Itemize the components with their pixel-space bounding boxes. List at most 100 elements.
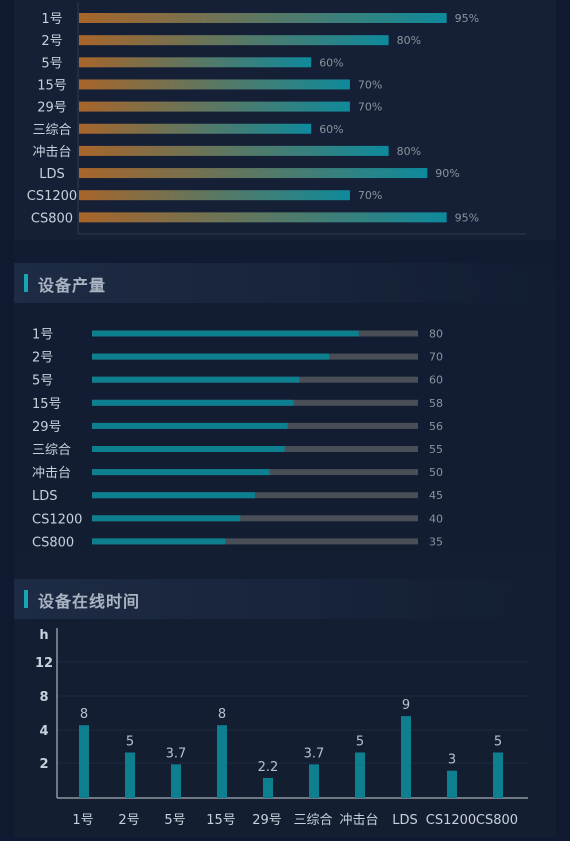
left-border bbox=[0, 0, 14, 837]
online-bar bbox=[217, 725, 227, 798]
value-label: 80 bbox=[429, 328, 443, 341]
utilization-bar bbox=[79, 123, 312, 134]
utilization-bar bbox=[79, 13, 447, 23]
category-label: 15号 bbox=[37, 78, 67, 93]
category-label: 29号 bbox=[37, 101, 67, 116]
value-label: 58 bbox=[429, 397, 443, 410]
data-label: 2.2 bbox=[258, 760, 279, 775]
x-tick-label: 15号 bbox=[206, 813, 236, 828]
output-bar bbox=[92, 353, 330, 360]
utilization-bar bbox=[79, 190, 350, 201]
x-tick-label: 5号 bbox=[164, 813, 185, 828]
section-header-online: 设备在线时间 bbox=[14, 579, 556, 619]
section-header-output: 设备产量 bbox=[14, 263, 556, 303]
data-label: 5 bbox=[126, 735, 134, 750]
value-label: 35 bbox=[429, 535, 443, 548]
output-bar bbox=[92, 399, 294, 406]
x-tick-label: CS1200 bbox=[426, 813, 476, 828]
output-bar bbox=[92, 469, 270, 476]
category-label: 29号 bbox=[32, 420, 62, 435]
bar-track bbox=[92, 538, 418, 545]
category-label: LDS bbox=[32, 489, 58, 504]
output-panel: 1号 80 2号 70 5号 60 15号 58 29号 56 三综合 55 冲击台 50 LDS 45 CS1… bbox=[14, 316, 556, 556]
online-bar bbox=[125, 752, 135, 798]
data-label: 3.7 bbox=[166, 746, 187, 761]
value-label: 95% bbox=[455, 211, 479, 224]
online-time-chart: h 2 4 8 12 8 1号 5 2号 3.7 5号 8 15号 2.2 29号 3.7 三综合 5 冲击台 9… bbox=[35, 628, 528, 828]
category-label: CS800 bbox=[31, 211, 73, 226]
value-label: 80% bbox=[397, 145, 421, 158]
value-label: 60 bbox=[429, 374, 443, 387]
category-label: 1号 bbox=[41, 12, 62, 27]
section-accent bbox=[24, 274, 28, 292]
y-tick-label: 4 bbox=[39, 724, 48, 739]
right-border bbox=[556, 0, 570, 837]
category-label: 三综合 bbox=[32, 123, 71, 138]
data-label: 8 bbox=[80, 707, 88, 722]
x-tick-label: LDS bbox=[392, 813, 418, 828]
online-bar bbox=[171, 764, 181, 798]
output-bar bbox=[92, 538, 226, 545]
online-panel: h 2 4 8 12 8 1号 5 2号 3.7 5号 8 15号 2.2 29号 3.7 三综合 5 冲击台 9… bbox=[14, 622, 556, 837]
x-tick-label: 冲击台 bbox=[339, 813, 378, 828]
value-label: 55 bbox=[429, 443, 443, 456]
category-label: 15号 bbox=[32, 397, 62, 412]
online-bar bbox=[493, 752, 503, 798]
online-bar bbox=[401, 716, 411, 798]
category-label: CS1200 bbox=[27, 189, 77, 204]
section-title-output: 设备产量 bbox=[38, 276, 107, 295]
utilization-bar bbox=[79, 35, 389, 46]
category-label: 冲击台 bbox=[32, 466, 71, 481]
value-label: 70% bbox=[358, 78, 382, 91]
value-label: 80% bbox=[397, 34, 421, 47]
category-label: LDS bbox=[39, 167, 65, 182]
bar-track bbox=[92, 515, 418, 522]
data-label: 9 bbox=[402, 698, 410, 713]
category-label: CS800 bbox=[32, 535, 74, 550]
y-tick-label: 12 bbox=[35, 656, 53, 671]
category-label: 5号 bbox=[32, 374, 53, 389]
value-label: 50 bbox=[429, 466, 443, 479]
category-label: 三综合 bbox=[32, 443, 71, 458]
value-label: 70 bbox=[429, 351, 443, 364]
utilization-bar bbox=[79, 212, 447, 223]
section-accent bbox=[24, 590, 28, 608]
utilization-bar bbox=[79, 145, 389, 156]
value-label: 90% bbox=[435, 167, 459, 180]
value-label: 56 bbox=[429, 420, 443, 433]
data-label: 3.7 bbox=[304, 746, 325, 761]
online-bar bbox=[447, 770, 457, 798]
value-label: 40 bbox=[429, 512, 443, 525]
online-bar bbox=[263, 777, 273, 798]
category-label: 冲击台 bbox=[32, 145, 71, 160]
output-bar bbox=[92, 515, 241, 522]
utilization-bar bbox=[79, 101, 350, 112]
x-tick-label: CS800 bbox=[476, 813, 518, 828]
section-title-online: 设备在线时间 bbox=[38, 592, 141, 611]
data-label: 5 bbox=[356, 735, 364, 750]
online-bar bbox=[79, 725, 89, 798]
category-label: 5号 bbox=[41, 56, 62, 71]
output-bar bbox=[92, 492, 255, 499]
output-bar bbox=[92, 446, 285, 452]
utilization-bar bbox=[79, 168, 428, 179]
y-tick-label: 8 bbox=[39, 690, 48, 705]
category-label: 1号 bbox=[32, 328, 53, 343]
output-chart: 1号 80 2号 70 5号 60 15号 58 29号 56 三综合 55 冲击台 50 LDS 45 CS1… bbox=[32, 328, 443, 551]
x-tick-label: 2号 bbox=[118, 813, 139, 828]
utilization-chart: 1号 95% 2号 80% 5号 60% 15号 70% 29号 70% 三综合 60% 冲击台 80% L… bbox=[27, 2, 526, 235]
value-label: 95% bbox=[455, 12, 479, 25]
y-axis-label: h bbox=[39, 628, 48, 643]
value-label: 60% bbox=[319, 56, 343, 69]
value-label: 45 bbox=[429, 489, 443, 502]
data-label: 5 bbox=[494, 735, 502, 750]
y-tick-label: 2 bbox=[39, 757, 48, 772]
value-label: 70% bbox=[358, 189, 382, 202]
utilization-bar bbox=[79, 79, 350, 90]
utilization-panel: 1号 95% 2号 80% 5号 60% 15号 70% 29号 70% 三综合 60% 冲击台 80% L… bbox=[14, 0, 556, 240]
online-bar bbox=[309, 764, 319, 798]
online-bar bbox=[355, 752, 365, 798]
output-bar bbox=[92, 376, 300, 383]
category-label: CS1200 bbox=[32, 512, 82, 527]
data-label: 3 bbox=[448, 753, 456, 768]
